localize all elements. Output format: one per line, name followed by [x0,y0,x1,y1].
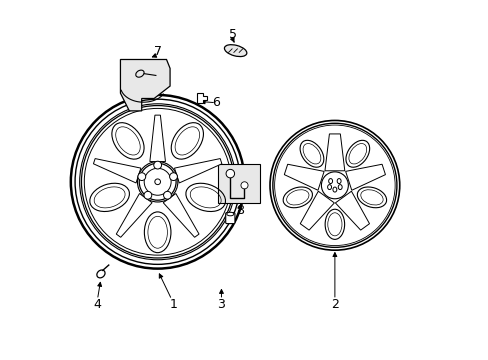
Polygon shape [300,191,334,230]
Circle shape [274,125,394,246]
Ellipse shape [226,212,233,216]
Circle shape [143,192,151,199]
Polygon shape [116,194,152,237]
Circle shape [163,192,171,199]
Text: 7: 7 [153,45,162,58]
Circle shape [139,163,176,200]
Circle shape [225,169,234,178]
Text: 2: 2 [330,298,338,311]
Polygon shape [163,194,199,237]
Polygon shape [325,134,344,171]
Polygon shape [149,115,165,162]
Polygon shape [335,191,369,230]
Circle shape [155,179,160,185]
Circle shape [153,161,161,169]
Polygon shape [120,59,170,111]
Polygon shape [284,164,324,190]
Ellipse shape [224,45,246,57]
Circle shape [84,108,230,255]
Polygon shape [174,159,222,183]
Text: 4: 4 [93,298,101,311]
Polygon shape [345,164,385,190]
FancyBboxPatch shape [218,164,260,203]
Circle shape [169,173,177,180]
Text: 5: 5 [228,28,236,41]
Circle shape [137,162,178,202]
Circle shape [138,173,145,180]
Circle shape [321,172,347,199]
Polygon shape [196,93,207,103]
Text: 6: 6 [212,96,220,109]
Text: 3: 3 [217,298,225,311]
Circle shape [144,168,171,195]
Circle shape [241,182,247,189]
FancyBboxPatch shape [225,213,234,224]
Ellipse shape [97,270,105,278]
Text: 8: 8 [235,204,244,217]
Polygon shape [93,159,141,183]
Text: 1: 1 [169,298,177,311]
